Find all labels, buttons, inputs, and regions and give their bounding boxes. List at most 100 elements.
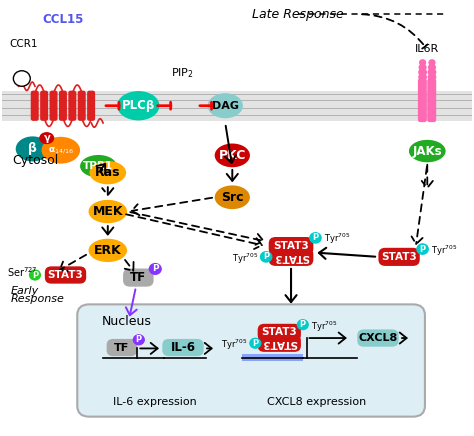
FancyBboxPatch shape — [50, 91, 57, 121]
Text: PLCβ: PLCβ — [122, 99, 155, 112]
Text: P: P — [300, 320, 306, 329]
Text: STAT3: STAT3 — [273, 252, 309, 262]
Text: Tyr$^{705}$: Tyr$^{705}$ — [324, 232, 350, 246]
Text: TF: TF — [130, 271, 146, 284]
FancyBboxPatch shape — [123, 269, 154, 286]
Text: STAT3: STAT3 — [47, 270, 83, 280]
Circle shape — [419, 74, 426, 81]
Circle shape — [428, 65, 435, 71]
Ellipse shape — [249, 337, 262, 349]
Ellipse shape — [215, 143, 250, 167]
Ellipse shape — [149, 263, 162, 275]
FancyBboxPatch shape — [87, 91, 95, 121]
Text: TF: TF — [114, 343, 129, 353]
Ellipse shape — [215, 185, 250, 209]
Ellipse shape — [416, 243, 429, 255]
Text: α$_{14/16}$: α$_{14/16}$ — [48, 145, 74, 156]
Text: DAG: DAG — [212, 101, 239, 111]
FancyBboxPatch shape — [258, 334, 301, 352]
Text: TPR1: TPR1 — [83, 161, 113, 171]
FancyBboxPatch shape — [418, 78, 427, 122]
Circle shape — [419, 60, 426, 65]
FancyBboxPatch shape — [59, 91, 67, 121]
Text: P: P — [152, 265, 159, 273]
Text: CCR1: CCR1 — [9, 39, 37, 49]
Text: P: P — [136, 335, 142, 344]
Text: MEK: MEK — [92, 205, 123, 218]
Text: P: P — [312, 233, 319, 242]
Ellipse shape — [90, 161, 126, 184]
FancyBboxPatch shape — [427, 78, 436, 122]
Ellipse shape — [89, 200, 127, 223]
Ellipse shape — [208, 93, 243, 118]
Text: Tyr$^{705}$: Tyr$^{705}$ — [431, 243, 457, 258]
FancyBboxPatch shape — [78, 91, 86, 121]
Circle shape — [13, 71, 30, 86]
FancyBboxPatch shape — [258, 324, 301, 341]
Ellipse shape — [133, 334, 145, 345]
Text: CXCL8 expression: CXCL8 expression — [267, 396, 366, 406]
Text: ERK: ERK — [94, 244, 122, 257]
Text: CXCL8: CXCL8 — [358, 333, 398, 343]
FancyBboxPatch shape — [269, 237, 313, 255]
Text: STAT3: STAT3 — [261, 327, 297, 337]
Text: P: P — [252, 339, 258, 348]
Text: PIP$_2$: PIP$_2$ — [172, 66, 194, 80]
FancyBboxPatch shape — [242, 354, 303, 361]
Text: STAT3: STAT3 — [261, 338, 297, 348]
FancyBboxPatch shape — [40, 91, 48, 121]
Text: P: P — [32, 270, 38, 279]
FancyBboxPatch shape — [31, 91, 39, 121]
Text: STAT3: STAT3 — [273, 241, 309, 251]
Text: β: β — [28, 143, 37, 155]
Circle shape — [429, 60, 435, 65]
Text: Early: Early — [10, 286, 39, 296]
FancyBboxPatch shape — [77, 304, 425, 417]
Text: Ras: Ras — [95, 166, 120, 179]
Text: P: P — [263, 252, 269, 261]
Circle shape — [419, 65, 426, 71]
FancyBboxPatch shape — [2, 91, 472, 121]
Text: Src: Src — [221, 191, 244, 204]
Circle shape — [419, 69, 426, 76]
FancyBboxPatch shape — [357, 330, 399, 347]
Ellipse shape — [80, 155, 117, 177]
Ellipse shape — [117, 91, 159, 120]
Ellipse shape — [260, 251, 273, 263]
Text: Nucleus: Nucleus — [101, 315, 152, 328]
FancyBboxPatch shape — [107, 339, 137, 356]
FancyBboxPatch shape — [162, 339, 204, 356]
Ellipse shape — [42, 137, 80, 164]
FancyBboxPatch shape — [378, 248, 420, 266]
Text: IL-6: IL-6 — [171, 341, 195, 354]
Text: STAT3: STAT3 — [381, 252, 417, 262]
FancyBboxPatch shape — [45, 266, 86, 284]
Ellipse shape — [297, 319, 309, 330]
FancyBboxPatch shape — [68, 91, 76, 121]
Text: CCL15: CCL15 — [43, 13, 84, 26]
Ellipse shape — [39, 132, 54, 144]
Ellipse shape — [89, 239, 127, 262]
Ellipse shape — [309, 232, 322, 244]
Text: IL6R: IL6R — [415, 44, 439, 54]
Circle shape — [419, 79, 426, 85]
Text: JAKs: JAKs — [412, 145, 442, 157]
FancyBboxPatch shape — [269, 248, 313, 266]
Circle shape — [428, 74, 436, 81]
Text: Tyr$^{705}$: Tyr$^{705}$ — [311, 319, 337, 334]
Ellipse shape — [29, 269, 41, 281]
Text: γ: γ — [43, 133, 50, 143]
Text: Response: Response — [10, 294, 64, 304]
Circle shape — [428, 79, 435, 85]
Circle shape — [428, 69, 436, 76]
Ellipse shape — [16, 136, 50, 161]
Text: Ser$^{727}$: Ser$^{727}$ — [7, 265, 37, 279]
Text: P: P — [419, 245, 426, 254]
Ellipse shape — [409, 140, 446, 162]
Text: Late Response: Late Response — [252, 8, 344, 20]
Text: IL-6 expression: IL-6 expression — [113, 396, 197, 406]
Text: Cytosol: Cytosol — [12, 154, 59, 167]
Text: PKC: PKC — [219, 149, 246, 162]
Text: Tyr$^{705}$: Tyr$^{705}$ — [221, 338, 247, 352]
Text: Tyr$^{705}$: Tyr$^{705}$ — [232, 252, 258, 266]
